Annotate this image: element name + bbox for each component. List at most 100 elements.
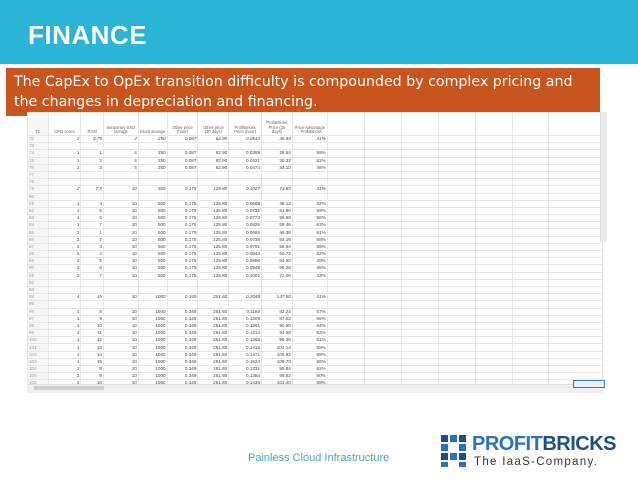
table-cell[interactable]: 4: [102, 156, 139, 165]
table-cell[interactable]: [400, 228, 439, 237]
table-cell[interactable]: 98.36: [261, 336, 293, 345]
table-cell[interactable]: 500: [137, 185, 168, 194]
table-cell[interactable]: [326, 170, 365, 180]
table-cell[interactable]: [474, 242, 513, 252]
table-cell[interactable]: 6: [80, 264, 104, 273]
table-cell[interactable]: [326, 321, 365, 331]
table-cell[interactable]: [137, 278, 168, 287]
table-cell[interactable]: [548, 336, 603, 345]
table-cell[interactable]: [548, 285, 603, 295]
table-cell[interactable]: 0.1471: [228, 350, 263, 359]
table-cell[interactable]: 62.90: [197, 156, 230, 165]
table-cell[interactable]: [400, 149, 439, 158]
table-cell[interactable]: [400, 242, 439, 252]
table-cell[interactable]: 4: [102, 134, 139, 144]
table-cell[interactable]: 125.80: [197, 199, 230, 208]
table-cell[interactable]: [291, 178, 328, 187]
table-cell[interactable]: [197, 192, 230, 201]
table-cell[interactable]: 10: [102, 372, 139, 381]
table-cell[interactable]: 55.68: [261, 214, 293, 223]
table-cell[interactable]: 125.80: [197, 235, 230, 244]
table-cell[interactable]: [400, 192, 439, 201]
table-cell[interactable]: [437, 228, 476, 237]
table-cell[interactable]: [474, 285, 513, 295]
table-cell[interactable]: [137, 300, 168, 309]
table-cell[interactable]: 125.80: [197, 257, 230, 266]
table-cell[interactable]: 46%: [291, 163, 328, 172]
row-number[interactable]: 90: [27, 264, 49, 273]
table-cell[interactable]: 52%: [291, 249, 328, 259]
table-cell[interactable]: [511, 350, 550, 359]
table-cell[interactable]: [548, 264, 603, 273]
row-number[interactable]: 96: [27, 307, 49, 316]
table-cell[interactable]: [474, 271, 513, 280]
table-cell[interactable]: 51.90: [261, 206, 293, 216]
table-cell[interactable]: 125.80: [197, 271, 230, 280]
table-cell[interactable]: [363, 134, 402, 144]
table-cell[interactable]: [166, 170, 199, 180]
table-cell[interactable]: [474, 142, 513, 151]
table-cell[interactable]: [548, 321, 603, 331]
table-cell[interactable]: 1: [47, 314, 82, 323]
table-cell[interactable]: 0.0369: [228, 149, 263, 158]
table-cell[interactable]: 0.175: [166, 228, 199, 237]
table-cell[interactable]: [548, 170, 603, 180]
table-cell[interactable]: 251.60: [197, 314, 230, 323]
table-cell[interactable]: [261, 142, 293, 151]
table-cell[interactable]: [166, 300, 199, 309]
table-cell[interactable]: 0.175: [166, 257, 199, 266]
row-number[interactable]: 100: [27, 336, 49, 345]
table-cell[interactable]: [80, 170, 104, 180]
table-cell[interactable]: [548, 357, 603, 367]
table-cell[interactable]: 62%: [291, 199, 328, 208]
table-cell[interactable]: [400, 329, 439, 338]
table-cell[interactable]: [400, 264, 439, 273]
table-cell[interactable]: [548, 149, 603, 158]
horizontal-scrollbar[interactable]: [27, 384, 603, 393]
table-cell[interactable]: [511, 357, 550, 367]
table-cell[interactable]: 90.80: [261, 321, 293, 331]
table-cell[interactable]: 125.80: [197, 264, 230, 273]
table-cell[interactable]: [548, 271, 603, 280]
table-cell[interactable]: [400, 199, 439, 208]
table-cell[interactable]: [291, 278, 328, 287]
table-cell[interactable]: [474, 249, 513, 259]
table-cell[interactable]: [474, 307, 513, 316]
table-cell[interactable]: [137, 192, 168, 201]
table-cell[interactable]: [228, 285, 263, 295]
row-number[interactable]: 85: [27, 228, 49, 237]
table-cell[interactable]: [548, 257, 603, 266]
table-cell[interactable]: [548, 235, 603, 244]
table-cell[interactable]: [228, 278, 263, 287]
table-cell[interactable]: [400, 235, 439, 244]
table-cell[interactable]: [326, 192, 365, 201]
table-cell[interactable]: 125.80: [197, 221, 230, 230]
table-cell[interactable]: 250: [137, 134, 168, 144]
table-cell[interactable]: 2: [80, 235, 104, 244]
table-cell[interactable]: [474, 372, 513, 381]
table-cell[interactable]: 53%: [291, 221, 328, 230]
table-cell[interactable]: [548, 372, 603, 381]
table-cell[interactable]: [474, 293, 513, 302]
table-cell[interactable]: 0.175: [166, 199, 199, 208]
table-cell[interactable]: [261, 178, 293, 187]
table-cell[interactable]: [437, 350, 476, 359]
table-cell[interactable]: [437, 142, 476, 151]
table-cell[interactable]: 0.175: [166, 249, 199, 259]
table-cell[interactable]: [511, 185, 550, 194]
table-cell[interactable]: 10: [102, 364, 139, 374]
table-cell[interactable]: [474, 134, 513, 144]
table-cell[interactable]: 3.75: [80, 134, 104, 144]
table-cell[interactable]: 7.5: [80, 185, 104, 194]
table-cell[interactable]: [102, 178, 139, 187]
table-cell[interactable]: [548, 249, 603, 259]
table-cell[interactable]: [400, 271, 439, 280]
table-cell[interactable]: [474, 357, 513, 367]
row-number[interactable]: 98: [27, 321, 49, 331]
table-cell[interactable]: 1000: [137, 314, 168, 323]
table-cell[interactable]: [437, 156, 476, 165]
row-number[interactable]: 82: [27, 206, 49, 216]
table-cell[interactable]: 2: [47, 249, 82, 259]
table-cell[interactable]: [363, 329, 402, 338]
table-cell[interactable]: [363, 300, 402, 309]
